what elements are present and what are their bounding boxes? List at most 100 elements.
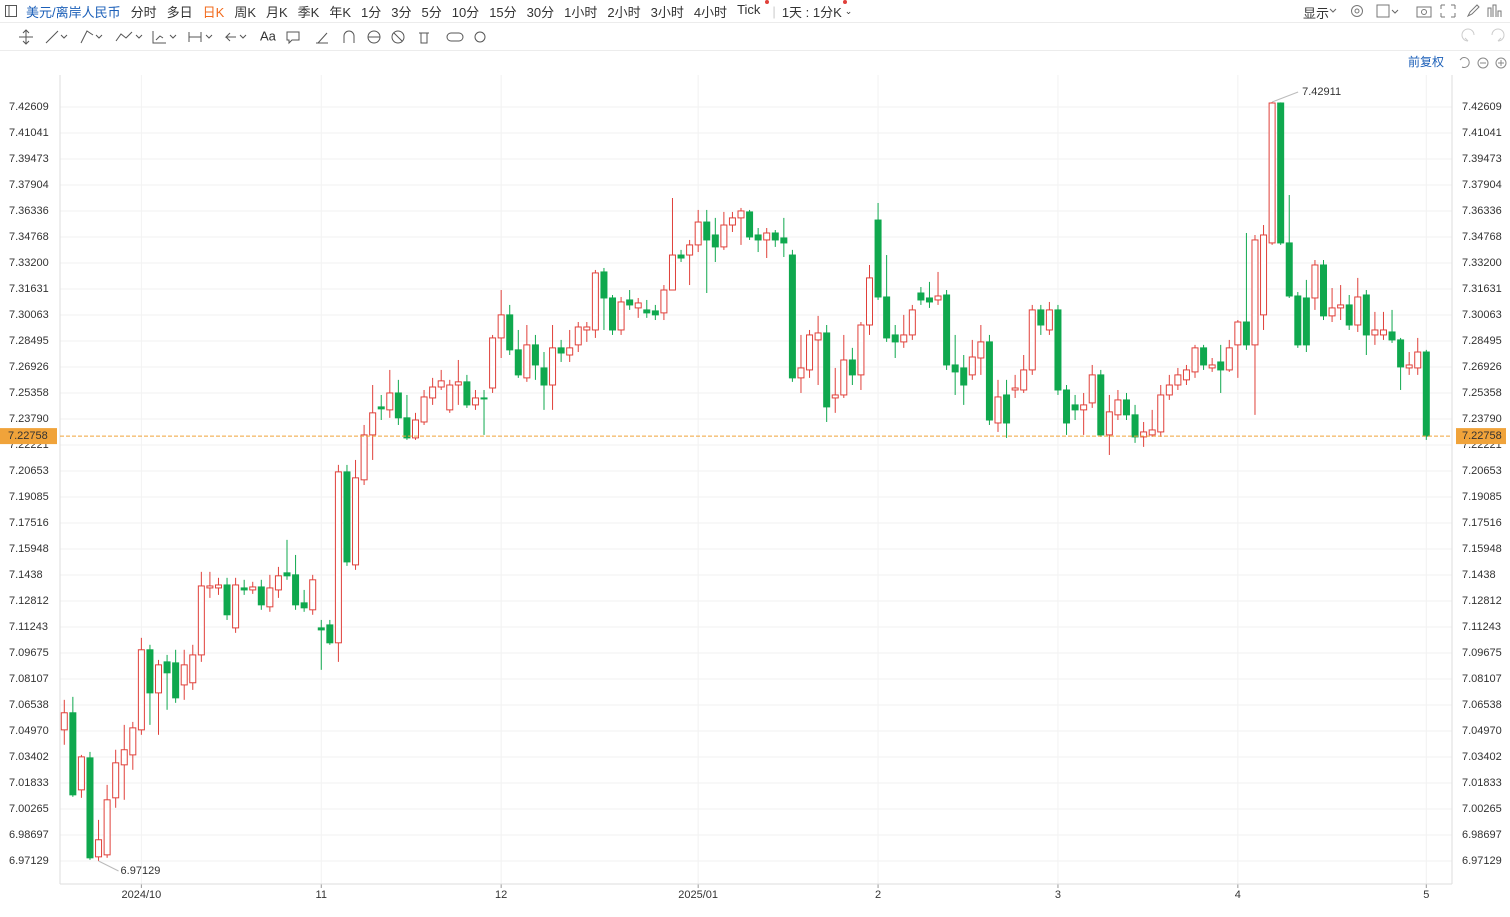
candle bbox=[1131, 404, 1139, 443]
y-tick-label: 7.39473 bbox=[9, 153, 49, 165]
period[interactable]: 5分 bbox=[421, 4, 442, 20]
candle bbox=[369, 385, 377, 460]
body bbox=[214, 584, 222, 589]
body bbox=[1379, 329, 1387, 336]
body bbox=[771, 232, 779, 241]
candle bbox=[1414, 337, 1422, 375]
period[interactable]: 1分 bbox=[361, 4, 382, 20]
period[interactable]: 15分 bbox=[489, 4, 517, 20]
candle bbox=[1422, 349, 1430, 440]
body bbox=[883, 296, 891, 339]
candle bbox=[189, 644, 197, 690]
period[interactable]: 季K bbox=[297, 4, 320, 20]
candle bbox=[274, 566, 282, 598]
y2-tick-label: 7.41041 bbox=[1462, 127, 1502, 139]
period[interactable]: 分时 bbox=[130, 4, 157, 20]
period[interactable]: 多日 bbox=[166, 4, 193, 20]
candle bbox=[1311, 260, 1319, 310]
body bbox=[1174, 374, 1182, 386]
period[interactable]: 年K bbox=[329, 4, 352, 20]
candle bbox=[831, 367, 839, 413]
candle bbox=[788, 249, 796, 382]
y-tick-label: 7.41041 bbox=[9, 127, 49, 139]
candle bbox=[1114, 389, 1122, 420]
x-tick-label: 11 bbox=[316, 889, 327, 901]
body bbox=[283, 572, 291, 577]
candle bbox=[249, 581, 257, 594]
period[interactable]: 周K bbox=[234, 4, 256, 20]
candle bbox=[1302, 279, 1310, 353]
body bbox=[677, 254, 685, 259]
candle bbox=[1251, 234, 1259, 415]
candle bbox=[977, 324, 985, 375]
y2-tick-label: 7.08107 bbox=[1462, 673, 1502, 685]
period[interactable]: 3小时 bbox=[650, 4, 684, 20]
candle bbox=[925, 281, 933, 308]
candle bbox=[900, 314, 908, 348]
candle bbox=[703, 209, 711, 293]
body bbox=[120, 749, 128, 766]
candle bbox=[908, 304, 916, 340]
body bbox=[1285, 242, 1293, 297]
y-tick-label: 7.12812 bbox=[9, 595, 49, 607]
body bbox=[206, 585, 214, 589]
candle bbox=[1140, 421, 1148, 447]
candle bbox=[172, 649, 180, 703]
candle bbox=[1328, 288, 1336, 323]
period[interactable]: 月K bbox=[266, 4, 288, 20]
period[interactable]: 2小时 bbox=[607, 4, 641, 20]
y2-tick-label: 7.30063 bbox=[1462, 309, 1502, 321]
period[interactable]: 日K bbox=[202, 4, 225, 20]
y2-tick-label: 7.01833 bbox=[1462, 777, 1502, 789]
candle bbox=[446, 379, 454, 413]
period[interactable]: 1小时 bbox=[564, 4, 598, 20]
period[interactable]: 10分 bbox=[451, 4, 480, 20]
y2-tick-label: 7.42609 bbox=[1462, 101, 1502, 113]
candle bbox=[1208, 357, 1216, 372]
body bbox=[180, 664, 188, 686]
y-tick-label: 7.1438 bbox=[9, 569, 43, 581]
candle bbox=[1071, 394, 1079, 420]
candle bbox=[326, 619, 334, 645]
body bbox=[446, 384, 454, 411]
display-menu[interactable]: 显示 bbox=[1303, 6, 1330, 21]
range-select[interactable]: 1天 : 1分K bbox=[781, 4, 842, 20]
candle bbox=[403, 394, 411, 440]
candle bbox=[1122, 392, 1130, 420]
period[interactable]: 30分 bbox=[526, 4, 555, 20]
candle bbox=[771, 229, 779, 247]
candle bbox=[1063, 385, 1071, 435]
body bbox=[1148, 429, 1156, 436]
y-tick-label: 7.20653 bbox=[9, 465, 49, 477]
body bbox=[985, 341, 993, 421]
candle bbox=[848, 347, 856, 386]
body bbox=[386, 392, 394, 411]
candle bbox=[480, 389, 488, 435]
period[interactable]: 3分 bbox=[391, 4, 412, 20]
y2-tick-label: 7.33200 bbox=[1462, 257, 1502, 269]
candle bbox=[1045, 301, 1053, 335]
candle bbox=[240, 579, 248, 595]
candle bbox=[137, 637, 145, 735]
period[interactable]: Tick bbox=[737, 1, 761, 17]
candle bbox=[1362, 290, 1370, 356]
body bbox=[1354, 296, 1362, 326]
body bbox=[1422, 351, 1430, 437]
body bbox=[1020, 369, 1028, 391]
candle bbox=[549, 324, 557, 410]
period[interactable]: 4小时 bbox=[693, 4, 728, 20]
text-tool[interactable]: Aa bbox=[260, 28, 277, 43]
candle bbox=[780, 217, 788, 258]
body bbox=[411, 419, 419, 439]
candle bbox=[1080, 392, 1088, 435]
y-tick-label: 7.09675 bbox=[9, 647, 49, 659]
candle bbox=[454, 359, 462, 405]
candle bbox=[420, 389, 428, 425]
candle bbox=[1157, 385, 1165, 437]
adjust-mode[interactable]: 前复权 bbox=[1408, 54, 1444, 69]
body bbox=[146, 649, 154, 694]
symbol[interactable]: 美元/离岸人民币 bbox=[26, 4, 121, 20]
candle bbox=[1174, 367, 1182, 390]
body bbox=[1337, 304, 1345, 309]
layout-icon[interactable] bbox=[4, 4, 18, 18]
